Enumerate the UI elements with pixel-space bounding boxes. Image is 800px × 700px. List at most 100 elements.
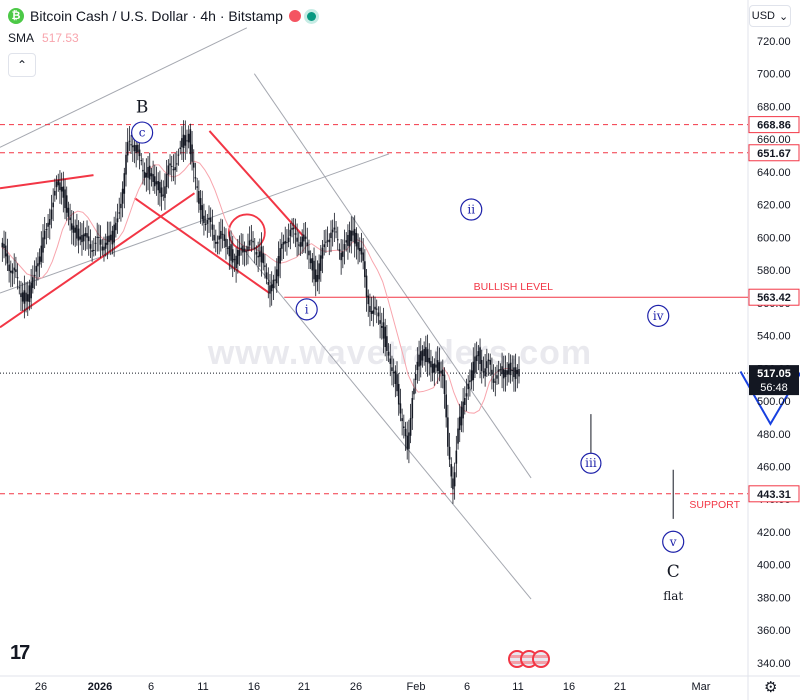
gear-icon[interactable]: ⚙	[764, 679, 778, 696]
wedge-lower-line[interactable]	[246, 253, 532, 600]
candle-body	[155, 181, 158, 185]
wedge-upper-line[interactable]	[253, 73, 532, 479]
candle-body	[260, 246, 263, 263]
candle-body	[142, 169, 144, 172]
candle-body	[440, 370, 442, 374]
wave-label[interactable]: v	[669, 535, 677, 549]
price-tag-box	[748, 485, 800, 503]
candle-body	[508, 363, 510, 375]
wave-circle[interactable]	[580, 452, 602, 474]
bar-countdown-label: 56:48	[760, 382, 788, 394]
candle-body	[360, 247, 363, 255]
candle-body	[318, 263, 320, 280]
candle-body	[116, 218, 119, 223]
candle-body	[111, 230, 114, 245]
economic-events[interactable]	[508, 650, 550, 668]
candle-body	[33, 274, 36, 277]
trendline[interactable]	[208, 130, 304, 237]
candle-body	[382, 322, 385, 339]
candle-body	[72, 225, 75, 233]
candle-body	[387, 351, 390, 356]
wave-circle[interactable]	[295, 298, 318, 321]
candle-body	[115, 222, 117, 231]
wave-label[interactable]: i	[305, 302, 309, 316]
candle-body	[343, 244, 346, 250]
wave-label[interactable]: C	[667, 562, 680, 582]
channel-upper-line[interactable]	[0, 27, 248, 148]
candle-body	[126, 142, 129, 156]
candle-body	[403, 426, 405, 429]
price-levels	[0, 124, 748, 495]
candle-body	[221, 233, 224, 235]
candle-body	[484, 368, 486, 377]
channel-lower-line[interactable]	[0, 153, 390, 294]
candle-body	[303, 234, 305, 242]
currency-selector[interactable]: USD ⌄	[749, 5, 791, 27]
time-tick-label: 21	[614, 681, 626, 693]
candle-body	[308, 250, 310, 256]
wave-label[interactable]: flat	[663, 589, 683, 603]
candle-body	[331, 229, 334, 233]
sma-line	[1, 160, 520, 414]
candle-body	[370, 311, 373, 314]
candle-body	[38, 256, 41, 265]
wave-circle[interactable]	[647, 304, 670, 328]
candle-body	[355, 232, 358, 247]
candle-body	[169, 163, 171, 166]
candle-body	[204, 223, 207, 225]
candle-body	[242, 245, 244, 253]
watermark: www.wavetraders.com	[207, 334, 592, 372]
candle-body	[372, 310, 375, 314]
wave-label[interactable]: iii	[585, 456, 597, 470]
candle-body	[325, 241, 327, 243]
candle-body	[109, 234, 112, 241]
wave-label[interactable]: iv	[653, 309, 664, 323]
candle-body	[491, 369, 493, 375]
candle-body	[406, 435, 409, 450]
candle-body	[3, 243, 5, 248]
wave-circle[interactable]	[460, 198, 483, 221]
candle-body	[480, 359, 483, 371]
candle-body	[277, 256, 280, 277]
candle-body	[374, 306, 376, 310]
wave-circle[interactable]	[131, 121, 154, 144]
wave-label[interactable]: ii	[467, 203, 475, 217]
price-tick-label: 480.00	[757, 429, 791, 441]
candle-body	[192, 162, 195, 168]
trendline[interactable]	[0, 174, 94, 190]
drawing-tools	[0, 27, 532, 600]
candle-body	[347, 234, 349, 246]
candle-body	[365, 275, 368, 297]
indicator-legend[interactable]: SMA 517.53	[8, 31, 79, 45]
candle-body	[152, 174, 154, 182]
level-annotation[interactable]: BULLISH LEVEL	[474, 281, 554, 293]
tradingview-logo[interactable]: 17	[10, 642, 30, 664]
trendline[interactable]	[134, 197, 270, 294]
candle-body	[291, 227, 293, 230]
symbol-title[interactable]: Bitcoin Cash / U.S. Dollar · 4h · Bitsta…	[30, 8, 283, 24]
candle-body	[492, 378, 495, 383]
wave-label[interactable]: c	[139, 126, 146, 140]
price-tag-box	[748, 144, 800, 162]
candle-body	[320, 255, 322, 271]
candle-body	[448, 446, 451, 460]
candle-body	[123, 173, 126, 194]
highlight-circle[interactable]	[227, 213, 266, 252]
candle-body	[11, 270, 14, 274]
collapse-legend-button[interactable]: ⌃	[8, 53, 36, 77]
level-annotation[interactable]: SUPPORT	[689, 499, 740, 511]
wave-circle[interactable]	[662, 530, 685, 553]
candle-body	[453, 472, 456, 487]
candle-body	[467, 383, 469, 390]
price-tick-label: 660.00	[757, 134, 791, 146]
time-axis: 26 2026 6 11 16 21 26 Feb 6 11 16 21 Mar	[35, 681, 711, 693]
candle-body	[150, 173, 153, 177]
current-price-tag	[749, 365, 799, 396]
candle-body	[443, 374, 446, 394]
trendline[interactable]	[0, 192, 196, 329]
candle-body	[43, 230, 46, 240]
us-flag-icon[interactable]	[532, 650, 550, 668]
wave-label[interactable]: B	[136, 97, 149, 117]
candle-body	[57, 180, 60, 186]
